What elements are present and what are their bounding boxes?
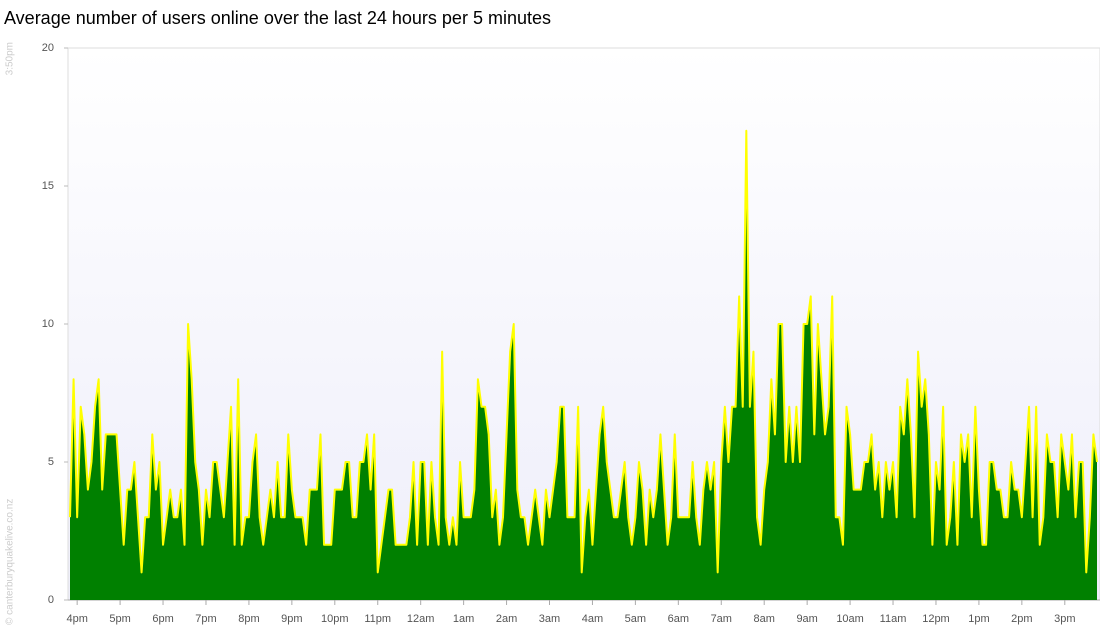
x-tick-label: 4pm — [66, 613, 87, 625]
area — [70, 130, 1097, 601]
x-tick-label: 4am — [582, 613, 603, 625]
y-tick-label: 10 — [42, 318, 54, 330]
x-tick-label: 12pm — [922, 613, 950, 625]
x-tick-label: 9pm — [281, 613, 302, 625]
x-tick-label: 10am — [836, 613, 864, 625]
y-tick-label: 5 — [48, 456, 54, 468]
chart-title: Average number of users online over the … — [4, 8, 551, 28]
x-tick-label: 11am — [880, 613, 907, 625]
x-tick-label: 8am — [754, 613, 775, 625]
x-tick-label: 1am — [453, 613, 474, 625]
x-tick-label: 12am — [407, 613, 435, 625]
x-tick-label: 2am — [496, 613, 517, 625]
x-tick-label: 3pm — [1054, 613, 1075, 625]
x-tick-label: 11pm — [364, 613, 391, 625]
x-tick-label: 7am — [711, 613, 732, 625]
x-tick-label: 2pm — [1011, 613, 1032, 625]
x-tick-label: 10pm — [321, 613, 349, 625]
y-tick-label: 20 — [42, 42, 54, 54]
x-tick-label: 5pm — [109, 613, 130, 625]
x-tick-label: 5am — [625, 613, 646, 625]
x-tick-label: 3am — [539, 613, 560, 625]
x-tick-label: 6pm — [152, 613, 173, 625]
x-tick-label: 6am — [668, 613, 689, 625]
x-tick-label: 8pm — [238, 613, 259, 625]
credit: © canterburyquakelive.co.nz — [5, 499, 16, 625]
line — [69, 129, 1098, 574]
y-tick-label: 15 — [42, 180, 54, 192]
x-tick-label: 9am — [796, 613, 817, 625]
x-tick-label: 7pm — [195, 613, 216, 625]
y-tick-label: 0 — [48, 594, 54, 606]
start-label: 3:50pm — [5, 42, 16, 75]
x-tick-label: 1pm — [968, 613, 989, 625]
